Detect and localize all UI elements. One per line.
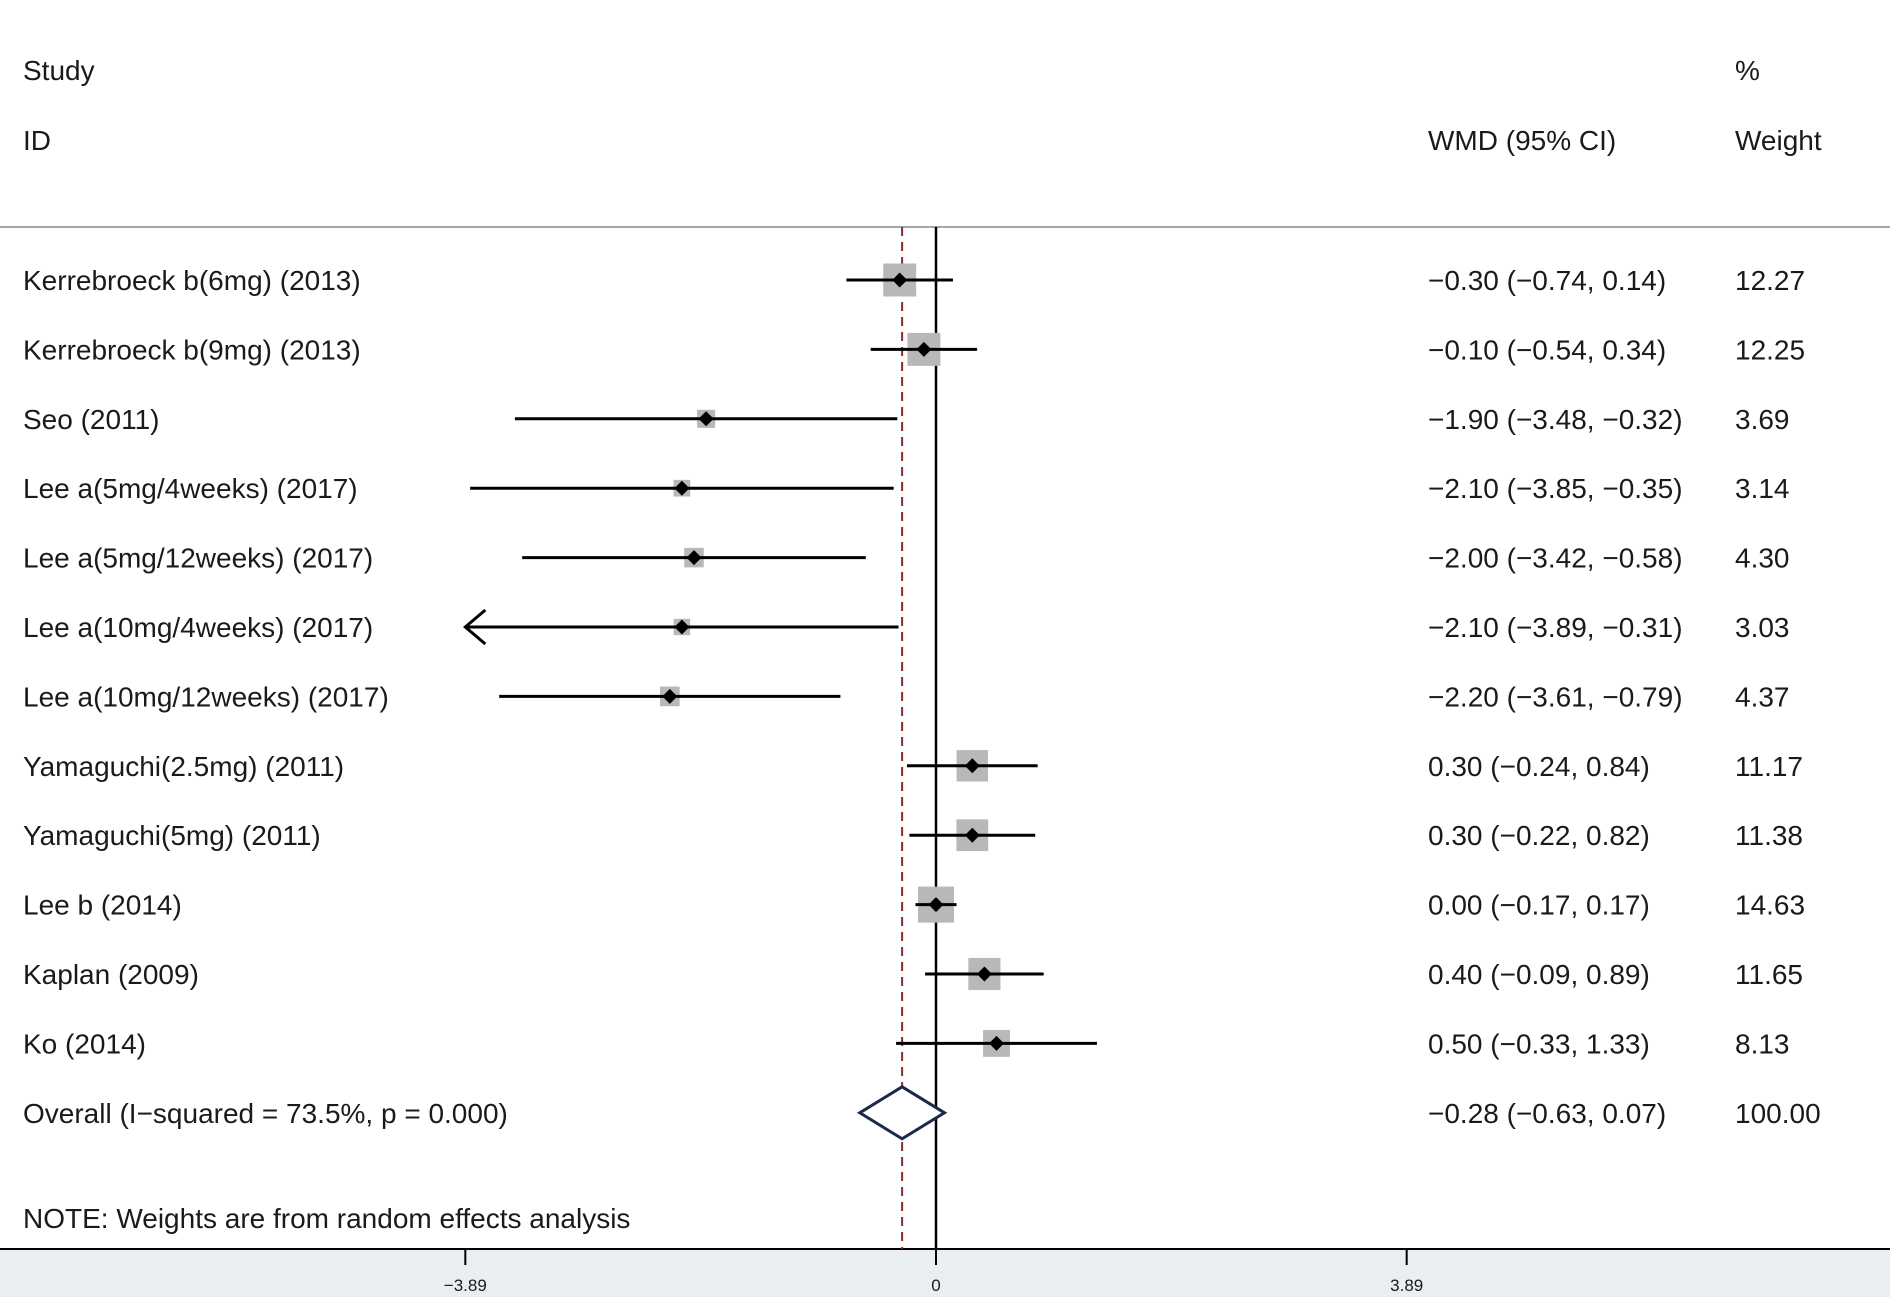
overall-ci-text: −0.28 (−0.63, 0.07): [1428, 1098, 1666, 1129]
study-ci-text: −2.00 (−3.42, −0.58): [1428, 543, 1683, 574]
study-ci-text: −2.20 (−3.61, −0.79): [1428, 681, 1683, 712]
study-label: Yamaguchi(5mg) (2011): [23, 820, 321, 851]
study-row: Ko (2014) 0.50 (−0.33, 1.33) 8.13: [23, 1028, 1790, 1059]
study-weight-text: 8.13: [1735, 1028, 1790, 1059]
study-label: Lee a(10mg/12weeks) (2017): [23, 681, 389, 712]
study-label: Ko (2014): [23, 1028, 146, 1059]
study-weight-text: 12.25: [1735, 334, 1805, 365]
note-text: NOTE: Weights are from random effects an…: [23, 1203, 630, 1234]
study-ci-text: −1.90 (−3.48, −0.32): [1428, 404, 1683, 435]
study-row: Lee a(10mg/4weeks) (2017) −2.10 (−3.89, −…: [23, 608, 1790, 646]
study-label: Lee a(5mg/12weeks) (2017): [23, 543, 373, 574]
overall-label: Overall (I−squared = 73.5%, p = 0.000): [23, 1098, 508, 1129]
point-estimate: [916, 341, 932, 357]
study-ci-text: 0.50 (−0.33, 1.33): [1428, 1028, 1650, 1059]
study-label: Kerrebroeck b(6mg) (2013): [23, 265, 361, 296]
header-weight-percent: %: [1735, 55, 1760, 86]
point-estimate: [698, 411, 714, 427]
axis-band: [0, 1249, 1890, 1297]
header-id: ID: [23, 125, 51, 156]
point-estimate: [674, 480, 690, 496]
study-row: Yamaguchi(5mg) (2011) 0.30 (−0.22, 0.82) 1…: [23, 819, 1803, 851]
study-label: Lee a(10mg/4weeks) (2017): [23, 612, 373, 643]
point-estimate: [686, 550, 702, 566]
study-label: Lee b (2014): [23, 890, 182, 921]
point-estimate: [964, 758, 980, 774]
study-weight-text: 3.69: [1735, 404, 1790, 435]
study-label: Yamaguchi(2.5mg) (2011): [23, 751, 344, 782]
study-row: Yamaguchi(2.5mg) (2011) 0.30 (−0.24, 0.84…: [23, 750, 1803, 782]
x-tick-label: 0: [931, 1276, 940, 1295]
study-ci-text: 0.00 (−0.17, 0.17): [1428, 890, 1650, 921]
point-estimate: [989, 1035, 1004, 1051]
study-weight-text: 11.65: [1735, 959, 1803, 990]
study-row: Kerrebroeck b(9mg) (2013) −0.10 (−0.54, 0…: [23, 332, 1805, 366]
header-effect: WMD (95% CI): [1428, 125, 1616, 156]
study-row: Kaplan (2009) 0.40 (−0.09, 0.89) 11.65: [23, 957, 1803, 991]
point-estimate: [976, 966, 992, 982]
study-weight-text: 11.17: [1735, 751, 1803, 782]
study-row: Lee a(5mg/4weeks) (2017) −2.10 (−3.85, −0…: [23, 473, 1790, 504]
point-estimate: [662, 688, 678, 704]
study-row: Kerrebroeck b(6mg) (2013) −0.30 (−0.74, 0…: [23, 263, 1805, 297]
study-label: Lee a(5mg/4weeks) (2017): [23, 473, 358, 504]
study-weight-text: 4.37: [1735, 681, 1790, 712]
study-ci-text: 0.30 (−0.22, 0.82): [1428, 820, 1650, 851]
point-estimate: [928, 897, 944, 913]
header-weight: Weight: [1735, 125, 1822, 156]
study-row: Lee a(5mg/12weeks) (2017) −2.00 (−3.42, −…: [23, 543, 1790, 574]
study-ci-text: 0.30 (−0.24, 0.84): [1428, 751, 1650, 782]
study-row: Lee b (2014) 0.00 (−0.17, 0.17) 14.63: [23, 886, 1805, 923]
header-study: Study: [23, 55, 95, 86]
study-weight-text: 14.63: [1735, 890, 1805, 921]
x-axis-ticks: −3.89 0 3.89: [444, 1249, 1423, 1295]
study-label: Seo (2011): [23, 404, 159, 435]
point-estimate: [892, 272, 908, 288]
point-estimate: [674, 619, 690, 635]
study-rows: Kerrebroeck b(6mg) (2013) −0.30 (−0.74, 0…: [23, 263, 1805, 1059]
study-weight-text: 3.03: [1735, 612, 1790, 643]
study-weight-text: 11.38: [1735, 820, 1803, 851]
truncation-arrow: [462, 608, 487, 646]
study-ci-text: −2.10 (−3.89, −0.31): [1428, 612, 1683, 643]
study-weight-text: 4.30: [1735, 543, 1790, 574]
study-weight-text: 12.27: [1735, 265, 1805, 296]
pooled-diamond: [856, 1085, 948, 1141]
overall-weight-text: 100.00: [1735, 1098, 1821, 1129]
x-tick-label: −3.89: [444, 1276, 487, 1295]
study-ci-text: −0.10 (−0.54, 0.34): [1428, 334, 1666, 365]
study-ci-text: −2.10 (−3.85, −0.35): [1428, 473, 1683, 504]
point-estimate: [964, 827, 980, 843]
x-tick-label: 3.89: [1390, 1276, 1423, 1295]
study-ci-text: 0.40 (−0.09, 0.89): [1428, 959, 1650, 990]
study-ci-text: −0.30 (−0.74, 0.14): [1428, 265, 1666, 296]
study-row: Seo (2011) −1.90 (−3.48, −0.32) 3.69: [23, 404, 1790, 435]
study-row: Lee a(10mg/12weeks) (2017) −2.20 (−3.61, …: [23, 681, 1790, 712]
study-label: Kerrebroeck b(9mg) (2013): [23, 334, 361, 365]
overall-row: Overall (I−squared = 73.5%, p = 0.000) −0…: [23, 1085, 1821, 1141]
study-label: Kaplan (2009): [23, 959, 199, 990]
study-weight-text: 3.14: [1735, 473, 1790, 504]
